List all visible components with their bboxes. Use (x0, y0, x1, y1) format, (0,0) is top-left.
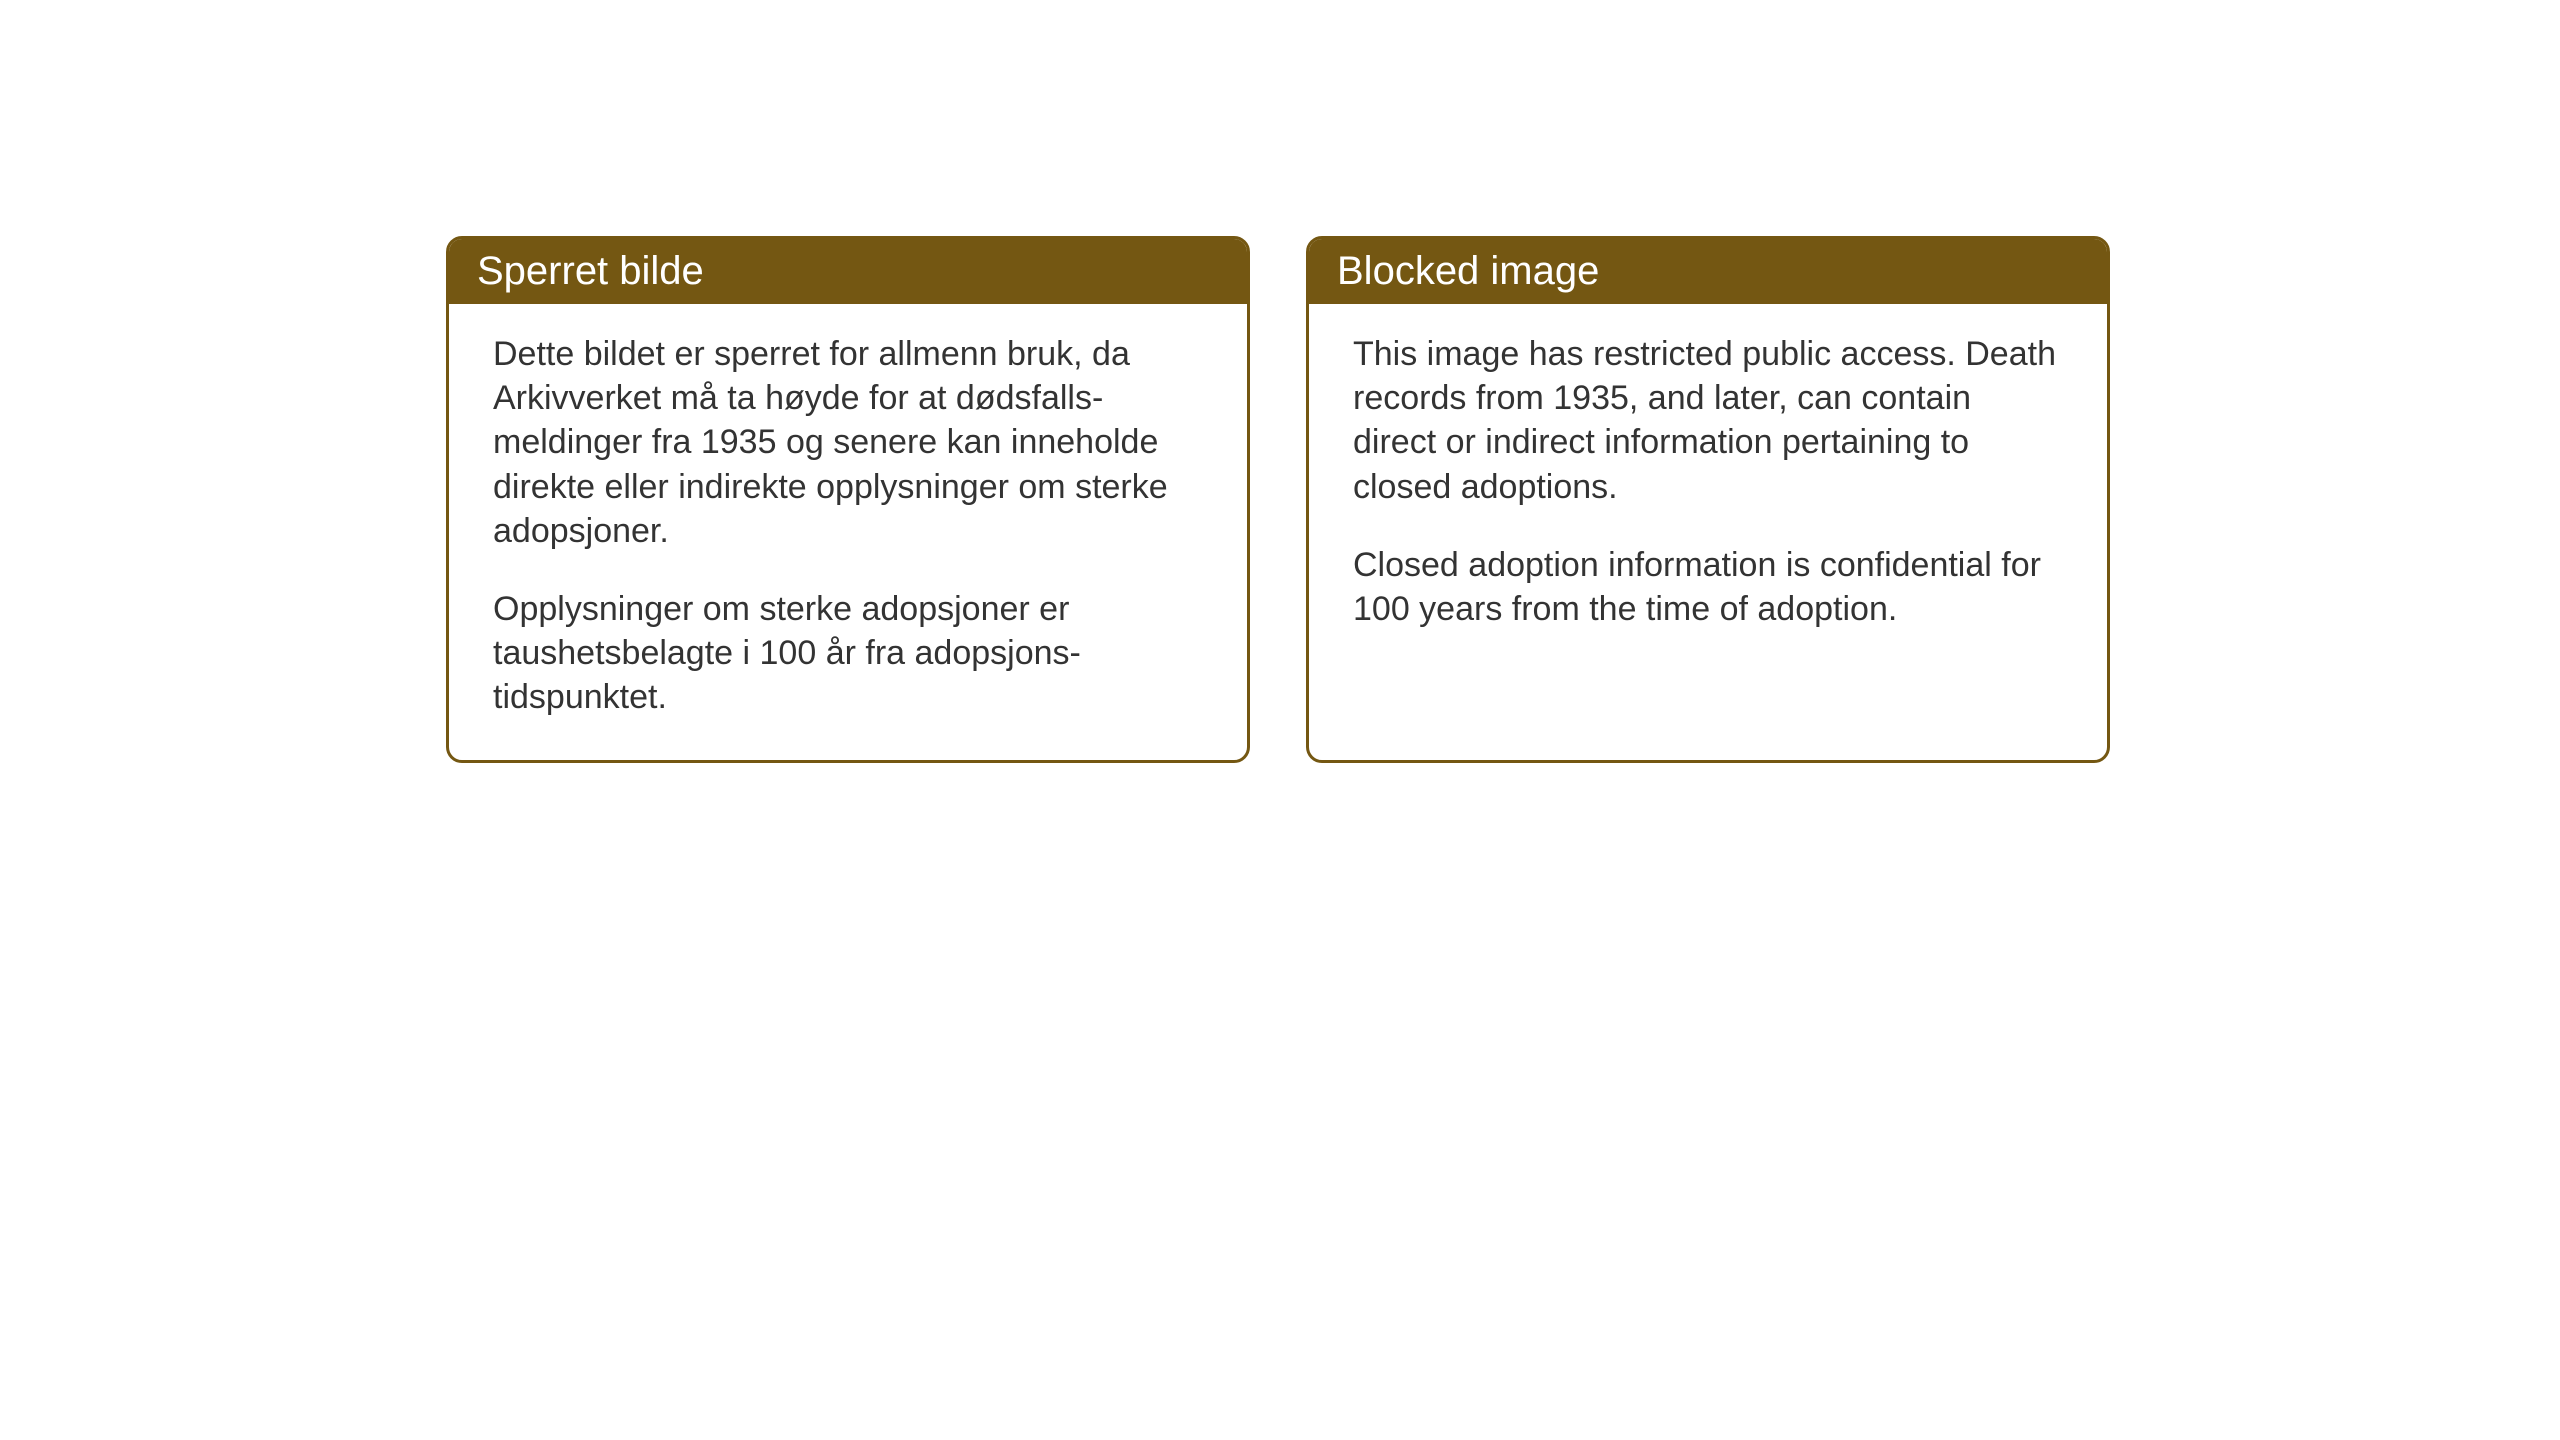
card-english: Blocked image This image has restricted … (1306, 236, 2110, 763)
card-norwegian-title: Sperret bilde (477, 249, 704, 293)
card-norwegian-header: Sperret bilde (449, 239, 1247, 304)
card-norwegian-paragraph-2: Opplysninger om sterke adopsjoner er tau… (493, 587, 1203, 720)
card-english-paragraph-1: This image has restricted public access.… (1353, 332, 2063, 509)
card-english-header: Blocked image (1309, 239, 2107, 304)
card-norwegian-paragraph-1: Dette bildet er sperret for allmenn bruk… (493, 332, 1203, 553)
card-english-paragraph-2: Closed adoption information is confident… (1353, 543, 2063, 631)
card-norwegian-body: Dette bildet er sperret for allmenn bruk… (449, 304, 1247, 760)
card-english-title: Blocked image (1337, 249, 1599, 293)
card-norwegian: Sperret bilde Dette bildet er sperret fo… (446, 236, 1250, 763)
cards-container: Sperret bilde Dette bildet er sperret fo… (446, 236, 2110, 763)
card-english-body: This image has restricted public access.… (1309, 304, 2107, 671)
